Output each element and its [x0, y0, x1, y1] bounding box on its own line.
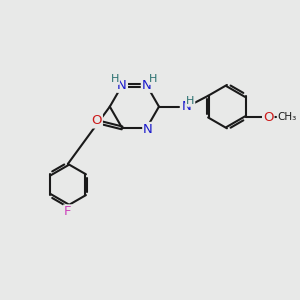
Text: N: N [142, 79, 152, 92]
Text: H: H [111, 74, 119, 84]
Text: N: N [143, 123, 153, 136]
Text: N: N [182, 100, 192, 113]
Text: O: O [263, 111, 274, 124]
Text: F: F [64, 206, 72, 218]
Text: CH₃: CH₃ [278, 112, 297, 122]
Text: N: N [117, 79, 127, 92]
Text: H: H [186, 96, 194, 106]
Text: O: O [92, 115, 102, 128]
Text: H: H [149, 74, 157, 84]
